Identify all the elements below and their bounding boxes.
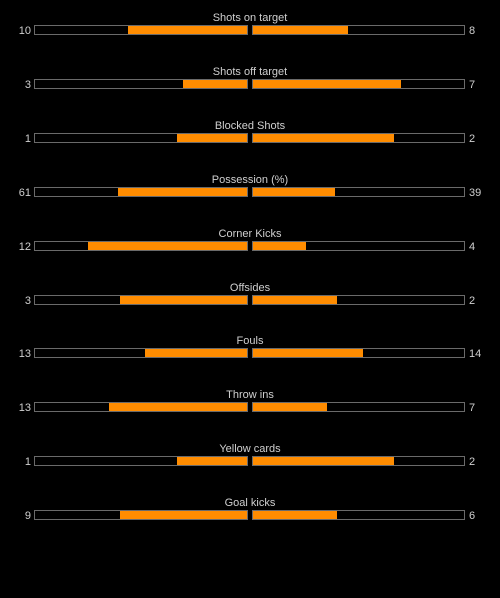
home-bar (34, 402, 248, 412)
home-bar-fill (88, 242, 247, 250)
stat-row: Throw ins 13 7 (0, 388, 500, 428)
stat-label: Shots off target (212, 66, 288, 78)
away-bar (252, 187, 465, 197)
away-bar-fill (253, 511, 338, 519)
home-value: 9 (24, 510, 31, 522)
home-bar (34, 25, 248, 35)
stat-label: Possession (%) (211, 174, 289, 186)
stat-row: Corner Kicks 12 4 (0, 227, 500, 267)
stat-label: Corner Kicks (218, 228, 282, 240)
home-bar (34, 133, 248, 143)
away-bar (252, 295, 465, 305)
away-bar-fill (253, 349, 363, 357)
away-value: 14 (469, 348, 482, 360)
away-bar-fill (253, 80, 401, 88)
away-value: 2 (469, 456, 476, 468)
stat-row: Shots off target 3 7 (0, 65, 500, 105)
stat-row: Blocked Shots 1 2 (0, 119, 500, 159)
home-value: 61 (18, 187, 31, 199)
home-value: 13 (18, 348, 31, 360)
stat-label: Fouls (236, 335, 264, 347)
away-bar-fill (253, 188, 336, 196)
home-bar-fill (119, 511, 247, 519)
home-value: 1 (24, 133, 31, 145)
home-value: 12 (18, 241, 31, 253)
away-bar (252, 510, 465, 520)
away-bar-fill (253, 134, 395, 142)
home-bar-fill (177, 457, 247, 465)
home-value: 1 (24, 456, 31, 468)
home-bar (34, 295, 248, 305)
home-bar (34, 456, 248, 466)
away-bar (252, 25, 465, 35)
away-value: 8 (469, 25, 476, 37)
home-bar (34, 510, 248, 520)
stat-row: Fouls 13 14 (0, 334, 500, 374)
home-bar-fill (117, 188, 247, 196)
away-bar (252, 402, 465, 412)
home-value: 13 (18, 402, 31, 414)
stat-label: Shots on target (212, 12, 288, 24)
home-bar-fill (177, 134, 247, 142)
home-bar (34, 187, 248, 197)
home-bar-fill (109, 403, 247, 411)
home-value: 3 (24, 79, 31, 91)
away-bar-fill (253, 242, 306, 250)
away-value: 7 (469, 402, 476, 414)
stat-row: Goal kicks 9 6 (0, 496, 500, 536)
stat-row: Possession (%) 61 39 (0, 173, 500, 213)
away-bar-fill (253, 26, 348, 34)
away-value: 2 (469, 295, 476, 307)
away-bar (252, 456, 465, 466)
stat-label: Offsides (229, 282, 271, 294)
away-value: 7 (469, 79, 476, 91)
away-bar-fill (253, 296, 338, 304)
away-bar (252, 133, 465, 143)
away-value: 39 (469, 187, 482, 199)
stat-row: Offsides 3 2 (0, 281, 500, 321)
away-bar-fill (253, 457, 395, 465)
home-bar-fill (183, 80, 247, 88)
away-value: 6 (469, 510, 476, 522)
stat-row: Shots on target 10 8 (0, 11, 500, 51)
home-bar (34, 348, 248, 358)
away-value: 4 (469, 241, 476, 253)
away-bar (252, 79, 465, 89)
stat-label: Goal kicks (224, 497, 276, 509)
away-bar (252, 348, 465, 358)
stat-label: Blocked Shots (214, 120, 286, 132)
stat-row: Yellow cards 1 2 (0, 442, 500, 482)
home-bar-fill (128, 26, 247, 34)
away-bar-fill (253, 403, 327, 411)
home-bar-fill (119, 296, 247, 304)
home-bar (34, 79, 248, 89)
stat-label: Throw ins (226, 389, 274, 401)
away-value: 2 (469, 133, 476, 145)
home-bar-fill (145, 349, 247, 357)
away-bar (252, 241, 465, 251)
home-bar (34, 241, 248, 251)
home-value: 3 (24, 295, 31, 307)
home-value: 10 (18, 25, 31, 37)
stat-label: Yellow cards (219, 443, 281, 455)
